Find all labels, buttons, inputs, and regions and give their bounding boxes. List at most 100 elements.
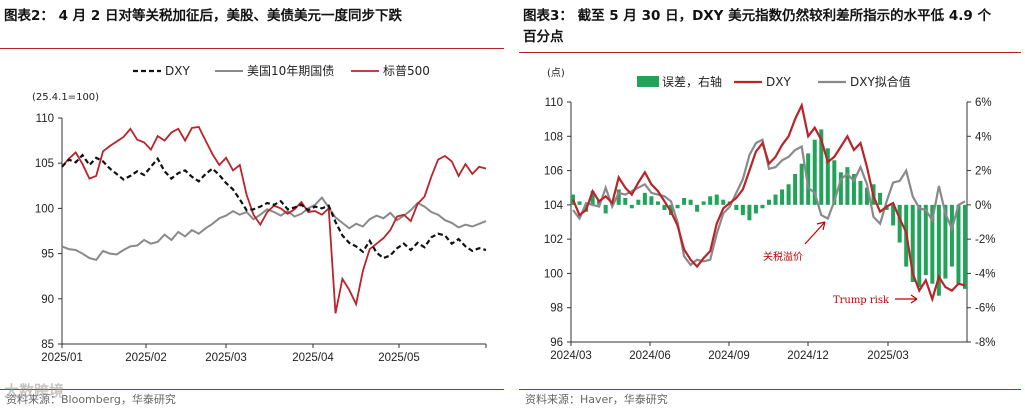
- right-spread-bar: [819, 129, 824, 205]
- right-spread-bar: [603, 204, 608, 214]
- right-y2-tick-label: -8%: [975, 337, 995, 349]
- right-y-tick-label: 98: [550, 303, 563, 315]
- left-series-dxy-line: [61, 153, 487, 260]
- right-y2-tick-label: -4%: [975, 268, 995, 280]
- right-y-tick-label: 102: [544, 234, 563, 246]
- right-spread-bar: [629, 204, 634, 209]
- right-spread-bar: [858, 180, 863, 205]
- right-spread-bar: [688, 199, 693, 205]
- right-chart-panel: 图表3： 截至 5 月 30 日，DXY 美元指数仍然较利差所指示的水平低 4.…: [519, 0, 1025, 412]
- right-spread-bar: [714, 194, 719, 205]
- right-spread-bar: [577, 201, 582, 205]
- right-spread-bar: [832, 160, 837, 205]
- right-spread-bar: [734, 204, 739, 210]
- right-spread-bar: [799, 163, 804, 205]
- left-source-rule: [0, 389, 504, 390]
- right-y2-tick-label: -6%: [975, 303, 995, 315]
- right-spread-bar: [910, 204, 915, 282]
- left-x-tick-label: 2025/04: [292, 352, 334, 364]
- right-y2-tick-label: 6%: [975, 97, 992, 109]
- left-source: 资料来源：Bloomberg，华泰研究: [6, 393, 176, 406]
- right-y2-tick-label: 0%: [975, 200, 992, 212]
- left-title-rule: [0, 48, 504, 49]
- right-x-tick-label: 2024/09: [708, 350, 750, 362]
- right-spread-bar: [675, 204, 680, 209]
- right-spread-bar: [806, 153, 811, 205]
- left-y-tick-label: 105: [35, 158, 54, 170]
- right-spread-bar: [956, 204, 961, 284]
- right-y-tick-label: 106: [544, 166, 563, 178]
- left-unit-label: (25.4.1=100): [32, 92, 99, 103]
- right-y-tick-label: 100: [544, 268, 563, 280]
- left-chart-title: 图表2： 4 月 2 日对等关税加征后，美股、美债美元一度同步下跌: [4, 8, 402, 24]
- right-legend-label: DXY拟合值: [850, 74, 911, 89]
- right-spread-bar: [780, 189, 785, 205]
- right-y-tick-label: 110: [545, 97, 563, 109]
- left-chart-panel: 图表2： 4 月 2 日对等关税加征后，美股、美债美元一度同步下跌 (25.4.…: [0, 0, 508, 412]
- right-legend-label: 误差，右轴: [662, 74, 722, 89]
- right-source: 资料来源：Haver，华泰研究: [525, 393, 668, 406]
- right-spread-bar: [766, 199, 772, 205]
- right-title-rule: [519, 52, 1021, 53]
- right-x-tick-label: 2025/03: [867, 350, 909, 362]
- right-series-fit-line: [572, 138, 966, 267]
- left-x-tick-label: 2025/03: [205, 352, 247, 364]
- right-spread-bar: [943, 204, 948, 279]
- right-spread-bar: [701, 201, 706, 205]
- right-spread-bar: [812, 139, 817, 205]
- right-spread-bar: [923, 204, 928, 276]
- right-x-tick-label: 2024/12: [787, 350, 829, 362]
- right-spread-bar: [793, 174, 798, 205]
- right-spread-bar: [917, 204, 922, 288]
- right-spread-bar: [623, 198, 628, 205]
- right-spread-bar: [845, 167, 850, 205]
- right-spread-bar: [616, 189, 621, 205]
- right-spread-bar: [649, 196, 654, 205]
- right-legend-swatch: [637, 76, 659, 87]
- right-annotation-tariff-arrow: [804, 221, 826, 245]
- left-y-tick-label: 95: [41, 249, 54, 261]
- right-spread-bar: [721, 199, 726, 205]
- right-series-dxy-line: [571, 102, 966, 303]
- right-chart-title: 图表3： 截至 5 月 30 日，DXY 美元指数仍然较利差所指示的水平低 4.…: [523, 8, 991, 45]
- right-spread-bar: [682, 198, 687, 205]
- right-spread-bar: [636, 199, 641, 205]
- right-unit-label: (点): [547, 67, 565, 79]
- right-spread-bar: [642, 192, 647, 205]
- right-annotation-trump: Trump risk: [833, 295, 890, 306]
- right-spread-bar: [891, 204, 896, 226]
- left-y-tick-label: 90: [41, 294, 54, 306]
- right-spread-bar: [786, 184, 791, 205]
- right-y-tick-label: 108: [544, 131, 563, 143]
- right-source-rule: [519, 389, 1021, 390]
- right-y-tick-label: 104: [544, 200, 564, 212]
- left-legend-label: 标普500: [383, 64, 430, 78]
- right-spread-bar: [655, 201, 660, 205]
- right-x-tick-label: 2024/03: [550, 350, 592, 362]
- right-annotation-trump-arrow: [895, 294, 918, 304]
- right-y-tick-label: 96: [550, 337, 563, 349]
- right-chart-svg: (点) 96 98 100 102 104 106 108 110 -8% -6% -4% -2% 0% 2…: [544, 67, 996, 362]
- right-annotation-tariff: 关税溢价: [763, 250, 803, 263]
- left-legend-label: 美国10年期国债: [247, 64, 334, 78]
- right-spread-bar: [747, 204, 752, 221]
- right-spread-bar: [897, 204, 902, 243]
- right-y2-tick-label: -2%: [975, 234, 995, 246]
- right-y2-tick-label: 4%: [975, 131, 992, 143]
- left-y-tick-label: 85: [41, 339, 54, 351]
- right-x-tick-label: 2024/06: [629, 350, 671, 362]
- left-y-tick-label: 100: [35, 203, 54, 215]
- right-spread-bar: [851, 174, 856, 205]
- right-spread-bar: [936, 204, 941, 296]
- right-spread-bar: [740, 204, 745, 216]
- watermark: 大数跨境: [4, 382, 65, 400]
- left-x-tick-label: 2025/05: [378, 352, 420, 364]
- right-spread-bar: [930, 204, 935, 284]
- right-spread-bar: [773, 194, 778, 205]
- left-x-tick-label: 2025/01: [41, 352, 83, 364]
- right-spread-bar: [962, 204, 968, 289]
- right-spread-bar: [949, 204, 954, 267]
- right-spread-bar: [760, 204, 765, 209]
- left-chart-svg: (25.4.1=100) 85 90 95 100 105 110 2025/01 2025/0…: [32, 64, 487, 364]
- right-y2-tick-label: 2%: [975, 166, 992, 178]
